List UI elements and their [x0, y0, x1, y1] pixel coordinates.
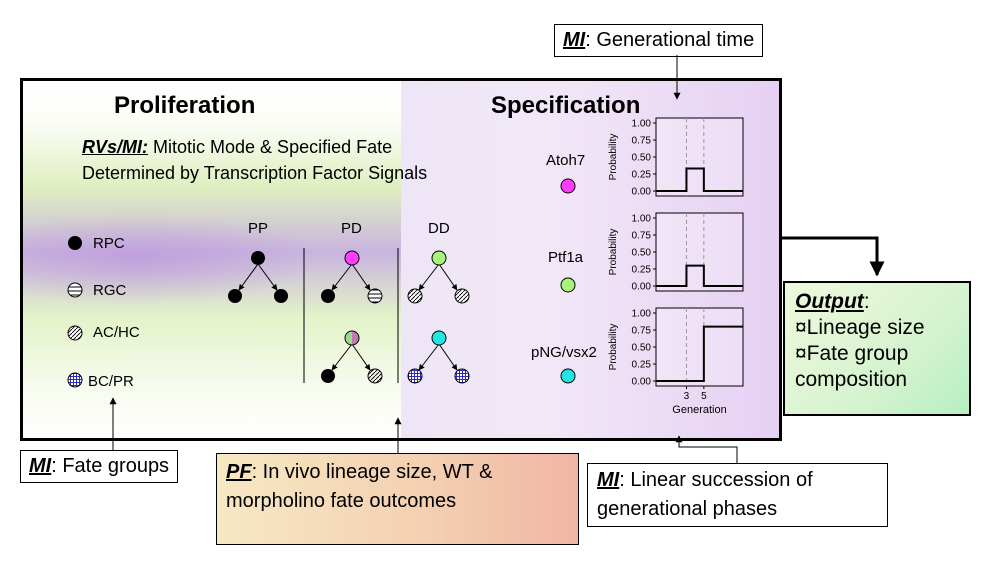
rv-mi-caption: RVs/MI: Mitotic Mode & Specified Fate De…	[82, 134, 427, 186]
chart-2-ytick-label-2: 0.50	[632, 343, 652, 354]
chart-1-series-0	[656, 264, 743, 287]
chart-2-ytick-label-3: 0.75	[632, 326, 652, 337]
output-box: Output: ¤Lineage size ¤Fate group compos…	[783, 281, 971, 416]
pngvsx2-dot	[560, 368, 576, 384]
legend-label-rgc: RGC	[93, 282, 127, 299]
rpc-icon	[68, 236, 82, 250]
chart-1-ytick-label-3: 0.75	[632, 231, 652, 242]
chart-2-ytick-label-1: 0.25	[632, 360, 652, 371]
pf-prefix: PF	[226, 461, 252, 483]
lineage-trees	[228, 248, 470, 384]
gene-label-ptf1a: Ptf1a	[548, 249, 584, 266]
output-title: Output	[795, 290, 864, 313]
mode-label-pd: PD	[341, 220, 362, 237]
rv-mi-prefix: RVs/MI:	[82, 137, 149, 157]
ac-hc-icon	[67, 325, 83, 341]
chart-1-ytick-label-2: 0.50	[632, 248, 652, 259]
chart-0-ytick-label-2: 0.50	[632, 153, 652, 164]
gene-label-pngvsx2: pNG/vsx2	[531, 344, 597, 361]
pd-tree-top	[321, 250, 383, 304]
mi-linear-line1: : Linear succession of	[619, 469, 813, 491]
chart-0-ylabel: Probability	[608, 134, 619, 181]
pf-line2: morpholino fate outcomes	[226, 490, 457, 512]
rgc-icon	[67, 282, 83, 298]
output-colon: :	[863, 290, 870, 313]
rv-mi-line2: Determined by Transcription Factor Signa…	[82, 163, 428, 183]
chart-0-ytick-label-0: 0.00	[632, 187, 652, 198]
pp-tree	[228, 251, 288, 303]
ptf1a-dot	[560, 277, 576, 293]
arrow-linear-succession	[675, 435, 738, 463]
mi-linear-succession-box: MI: Linear succession of generational ph…	[587, 463, 888, 527]
mi-linear-line2: generational phases	[597, 498, 778, 520]
arrow-to-output	[779, 236, 885, 277]
gene-label-atoh7: Atoh7	[546, 152, 586, 169]
chart-1-ytick-label-1: 0.25	[632, 265, 652, 276]
gene-dots	[560, 178, 576, 384]
chart-2-ytick-label-0: 0.00	[632, 377, 652, 388]
chart-0-series-0	[656, 167, 743, 192]
dd-tree-bottom	[407, 330, 470, 384]
chart-2-ytick-label-4: 1.00	[632, 309, 652, 320]
legend-icons	[67, 236, 83, 388]
pf-box: PF: In vivo lineage size, WT & morpholin…	[216, 453, 579, 545]
mode-label-dd: DD	[428, 220, 450, 237]
output-item-composition: composition	[795, 368, 908, 391]
chart-1-frame	[655, 212, 744, 292]
mi-fate-text: : Fate groups	[51, 455, 170, 477]
mi-linear-prefix: MI	[597, 469, 620, 491]
main-panel	[20, 78, 782, 441]
mi-generational-time-box: MI: Generational time	[554, 24, 764, 57]
atoh7-dot	[560, 178, 576, 194]
proliferation-background	[23, 81, 403, 438]
chart-1-ytick-label-4: 1.00	[632, 214, 652, 225]
mi-top-prefix: MI	[563, 29, 586, 51]
legend-label-bc-pr: BC/PR	[88, 373, 134, 390]
chart-2-xtick-label-0: 3	[684, 391, 690, 402]
proliferation-heading: Proliferation	[114, 92, 256, 119]
rv-mi-line1: Mitotic Mode & Specified Fate	[148, 137, 393, 157]
chart-0-frame	[655, 117, 744, 197]
chart-0-ytick-label-3: 0.75	[632, 136, 652, 147]
chart-2-series-0	[656, 325, 743, 382]
specification-heading: Specification	[491, 92, 641, 119]
legend-label-ac-hc: AC/HC	[93, 324, 140, 341]
chart-0-ytick-label-1: 0.25	[632, 170, 652, 181]
chart-2-ylabel: Probability	[608, 324, 619, 371]
output-item-fate-group: ¤Fate group	[795, 342, 909, 365]
chart-0-ytick-label-4: 1.00	[632, 119, 652, 130]
chart-1-ytick-label-0: 0.00	[632, 282, 652, 293]
mi-top-text: : Generational time	[585, 29, 755, 51]
probability-charts: 0.00 0.25 0.50 0.75 1.00 Probability 0.00 0.25 0…	[608, 117, 744, 416]
mi-fate-groups-box: MI: Fate groups	[20, 450, 179, 483]
legend-label-rpc: RPC	[93, 235, 125, 252]
chart-2-xtick-label-1: 5	[701, 391, 707, 402]
dd-tree-top	[407, 250, 470, 304]
output-item-lineage-size: ¤Lineage size	[795, 316, 925, 339]
pf-line1: : In vivo lineage size, WT &	[251, 461, 493, 483]
pd-tree-bottom	[321, 330, 383, 384]
chart-2-xlabel: Generation	[672, 404, 726, 416]
mode-label-pp: PP	[248, 220, 269, 237]
mi-fate-prefix: MI	[29, 455, 52, 477]
bc-pr-icon	[67, 372, 83, 388]
chart-1-ylabel: Probability	[608, 229, 619, 276]
